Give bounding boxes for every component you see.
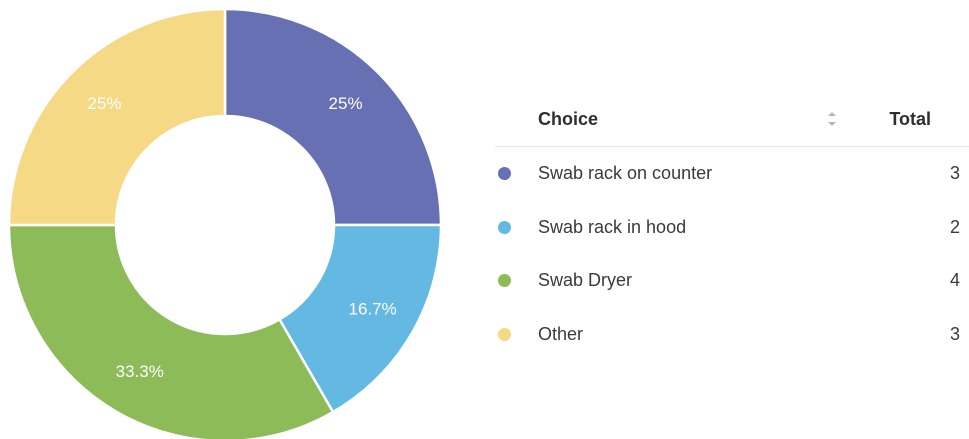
legend-row: Swab Dryer 4 bbox=[495, 254, 969, 308]
donut-slice[interactable] bbox=[223, 7, 443, 227]
legend-row: Swab rack on counter 3 bbox=[495, 147, 969, 201]
legend-total-value: 2 bbox=[949, 216, 960, 237]
legend-color-dot bbox=[498, 220, 511, 234]
legend-total-value: 4 bbox=[949, 270, 960, 291]
total-column-header[interactable]: Total bbox=[889, 108, 931, 129]
slice-percent-label: 33.3% bbox=[116, 362, 164, 381]
donut-slice[interactable] bbox=[7, 7, 227, 227]
legend-table: Choice Total Swab rack on counter 3 Swab… bbox=[495, 92, 969, 361]
donut-slice[interactable] bbox=[277, 223, 443, 414]
legend-color-dot bbox=[498, 167, 511, 181]
donut-chart: 25% 16.7% 33.3% 25% bbox=[7, 7, 443, 439]
sort-icon[interactable] bbox=[827, 112, 837, 126]
legend-row: Swab rack in hood 2 bbox=[495, 201, 969, 255]
donut-slice[interactable] bbox=[7, 223, 335, 439]
legend-total-value: 3 bbox=[949, 163, 960, 184]
sort-up-arrow bbox=[828, 112, 837, 116]
legend-color-dot bbox=[498, 327, 511, 341]
legend-choice-label: Swab Dryer bbox=[538, 270, 633, 291]
slice-percent-label: 25% bbox=[87, 94, 121, 113]
legend-choice-label: Swab rack on counter bbox=[538, 163, 713, 184]
sort-down-arrow bbox=[828, 122, 837, 126]
legend-total-value: 3 bbox=[949, 323, 960, 344]
legend-row: Other 3 bbox=[495, 308, 969, 362]
legend-choice-label: Swab rack in hood bbox=[538, 216, 687, 237]
slice-percent-label: 16.7% bbox=[349, 300, 397, 319]
legend-header: Choice Total bbox=[495, 92, 969, 147]
legend-choice-label: Other bbox=[538, 323, 584, 344]
legend-color-dot bbox=[498, 274, 511, 288]
choice-column-header: Choice bbox=[538, 108, 599, 129]
slice-percent-label: 25% bbox=[329, 94, 363, 113]
